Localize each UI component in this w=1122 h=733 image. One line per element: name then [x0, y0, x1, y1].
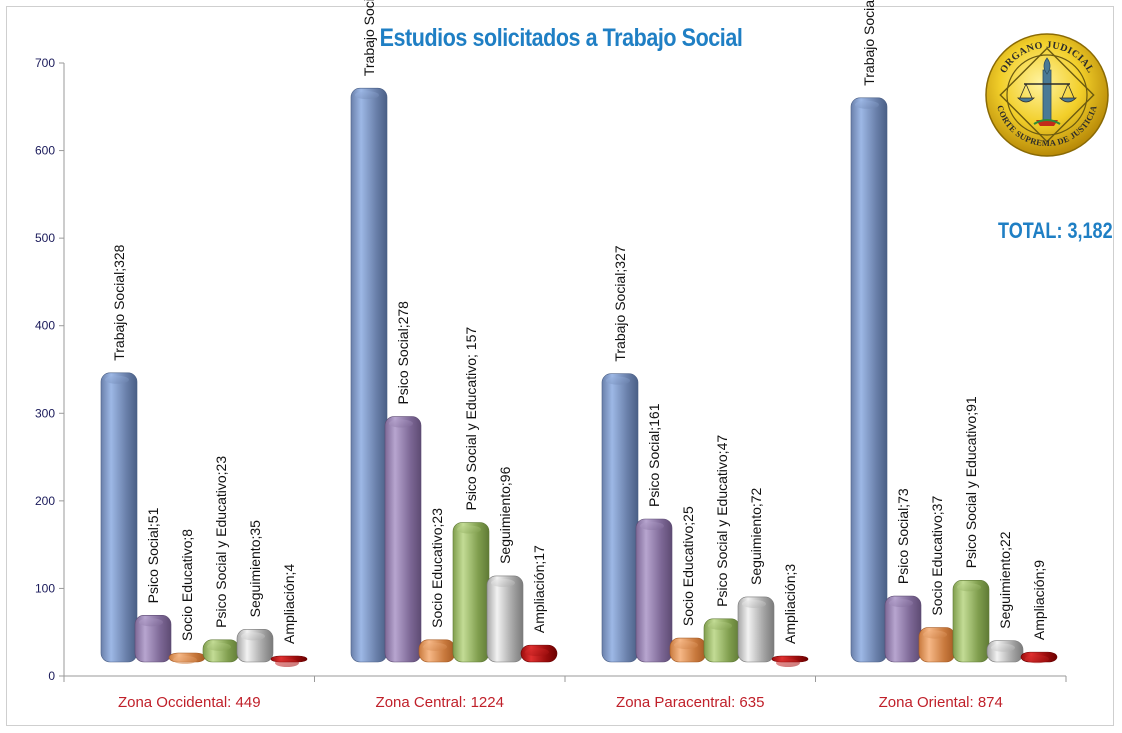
bar: [771, 655, 809, 667]
data-label: Seguimiento;22: [997, 531, 1013, 629]
bar: [202, 639, 240, 663]
category-label: Zona Central: 1224: [376, 694, 504, 711]
bar: [952, 580, 990, 663]
bar: [601, 373, 639, 663]
bar: [737, 596, 775, 663]
data-label: Trabajo Social;327: [612, 245, 628, 361]
axis-layer: 0 100 200 300 400 500 600 700: [35, 56, 1067, 683]
bar: [270, 655, 308, 667]
data-label: Psico Social;51: [145, 507, 161, 603]
data-label: Trabajo Social;642: [861, 0, 877, 86]
data-label: Trabajo Social;653: [361, 0, 377, 76]
data-label: Seguimiento;72: [748, 487, 764, 585]
bar: [850, 97, 888, 663]
bar: [884, 595, 922, 663]
bar: [134, 615, 172, 663]
data-label: Socio Educativo;25: [680, 506, 696, 626]
bar: [1020, 651, 1058, 664]
data-label: Psico Social;278: [395, 301, 411, 405]
y-tick-label: 200: [35, 494, 55, 508]
category-label: Zona Oriental: 874: [879, 694, 1003, 711]
y-tick-label: 0: [48, 669, 55, 683]
category-label: Zona Occidental: 449: [118, 694, 261, 711]
bar: [486, 575, 524, 663]
data-label: Ampliación;3: [782, 564, 798, 644]
bar: [452, 522, 490, 663]
data-label: Psico Social y Educativo;47: [714, 435, 730, 607]
data-label: Seguimiento;96: [497, 466, 513, 564]
bar: [100, 372, 138, 663]
category-label: Zona Paracentral: 635: [616, 694, 764, 711]
y-tick-label: 700: [35, 56, 55, 70]
y-tick-label: 600: [35, 144, 55, 158]
data-label: Trabajo Social;328: [111, 244, 127, 360]
bar: [669, 637, 707, 663]
bars-layer: [100, 87, 1058, 667]
data-label: Socio Educativo;37: [929, 496, 945, 616]
y-tick-label: 400: [35, 319, 55, 333]
bar: [635, 518, 673, 663]
data-label: Psico Social y Educativo;91: [963, 396, 979, 568]
data-label: Psico Social y Educativo; 157: [463, 327, 479, 511]
bar: [918, 627, 956, 663]
chart-title: Estudios solicitados a Trabajo Social: [379, 24, 743, 52]
y-tick-label: 300: [35, 406, 55, 420]
total-label: TOTAL: 3,182: [998, 218, 1113, 243]
bar: [986, 640, 1024, 663]
bar: [350, 87, 388, 663]
bar: [236, 629, 274, 663]
data-label: Ampliación;9: [1031, 560, 1047, 640]
bar: [168, 652, 206, 664]
bar: [520, 644, 558, 663]
y-tick-label: 500: [35, 231, 55, 245]
data-label: Psico Social y Educativo;23: [213, 456, 229, 628]
data-label: Ampliación;17: [531, 545, 547, 633]
data-label: Seguimiento;35: [247, 520, 263, 618]
court-seal-icon: ORGANO JUDICIAL CORTE SUPREMA DE JUSTICI…: [985, 33, 1109, 157]
bar: [703, 618, 741, 663]
bar: [384, 416, 422, 663]
data-label: Socio Educativo;8: [179, 529, 195, 641]
y-tick-label: 100: [35, 581, 55, 595]
labels-layer: Zona Occidental: 449 Trabajo Social;328 Ps…: [111, 0, 1047, 711]
data-label: Socio Educativo;23: [429, 508, 445, 628]
data-label: Ampliación;4: [281, 564, 297, 644]
data-label: Psico Social;161: [646, 403, 662, 507]
data-label: Psico Social;73: [895, 488, 911, 584]
bar: [418, 639, 456, 663]
chart-frame: [6, 6, 1114, 726]
